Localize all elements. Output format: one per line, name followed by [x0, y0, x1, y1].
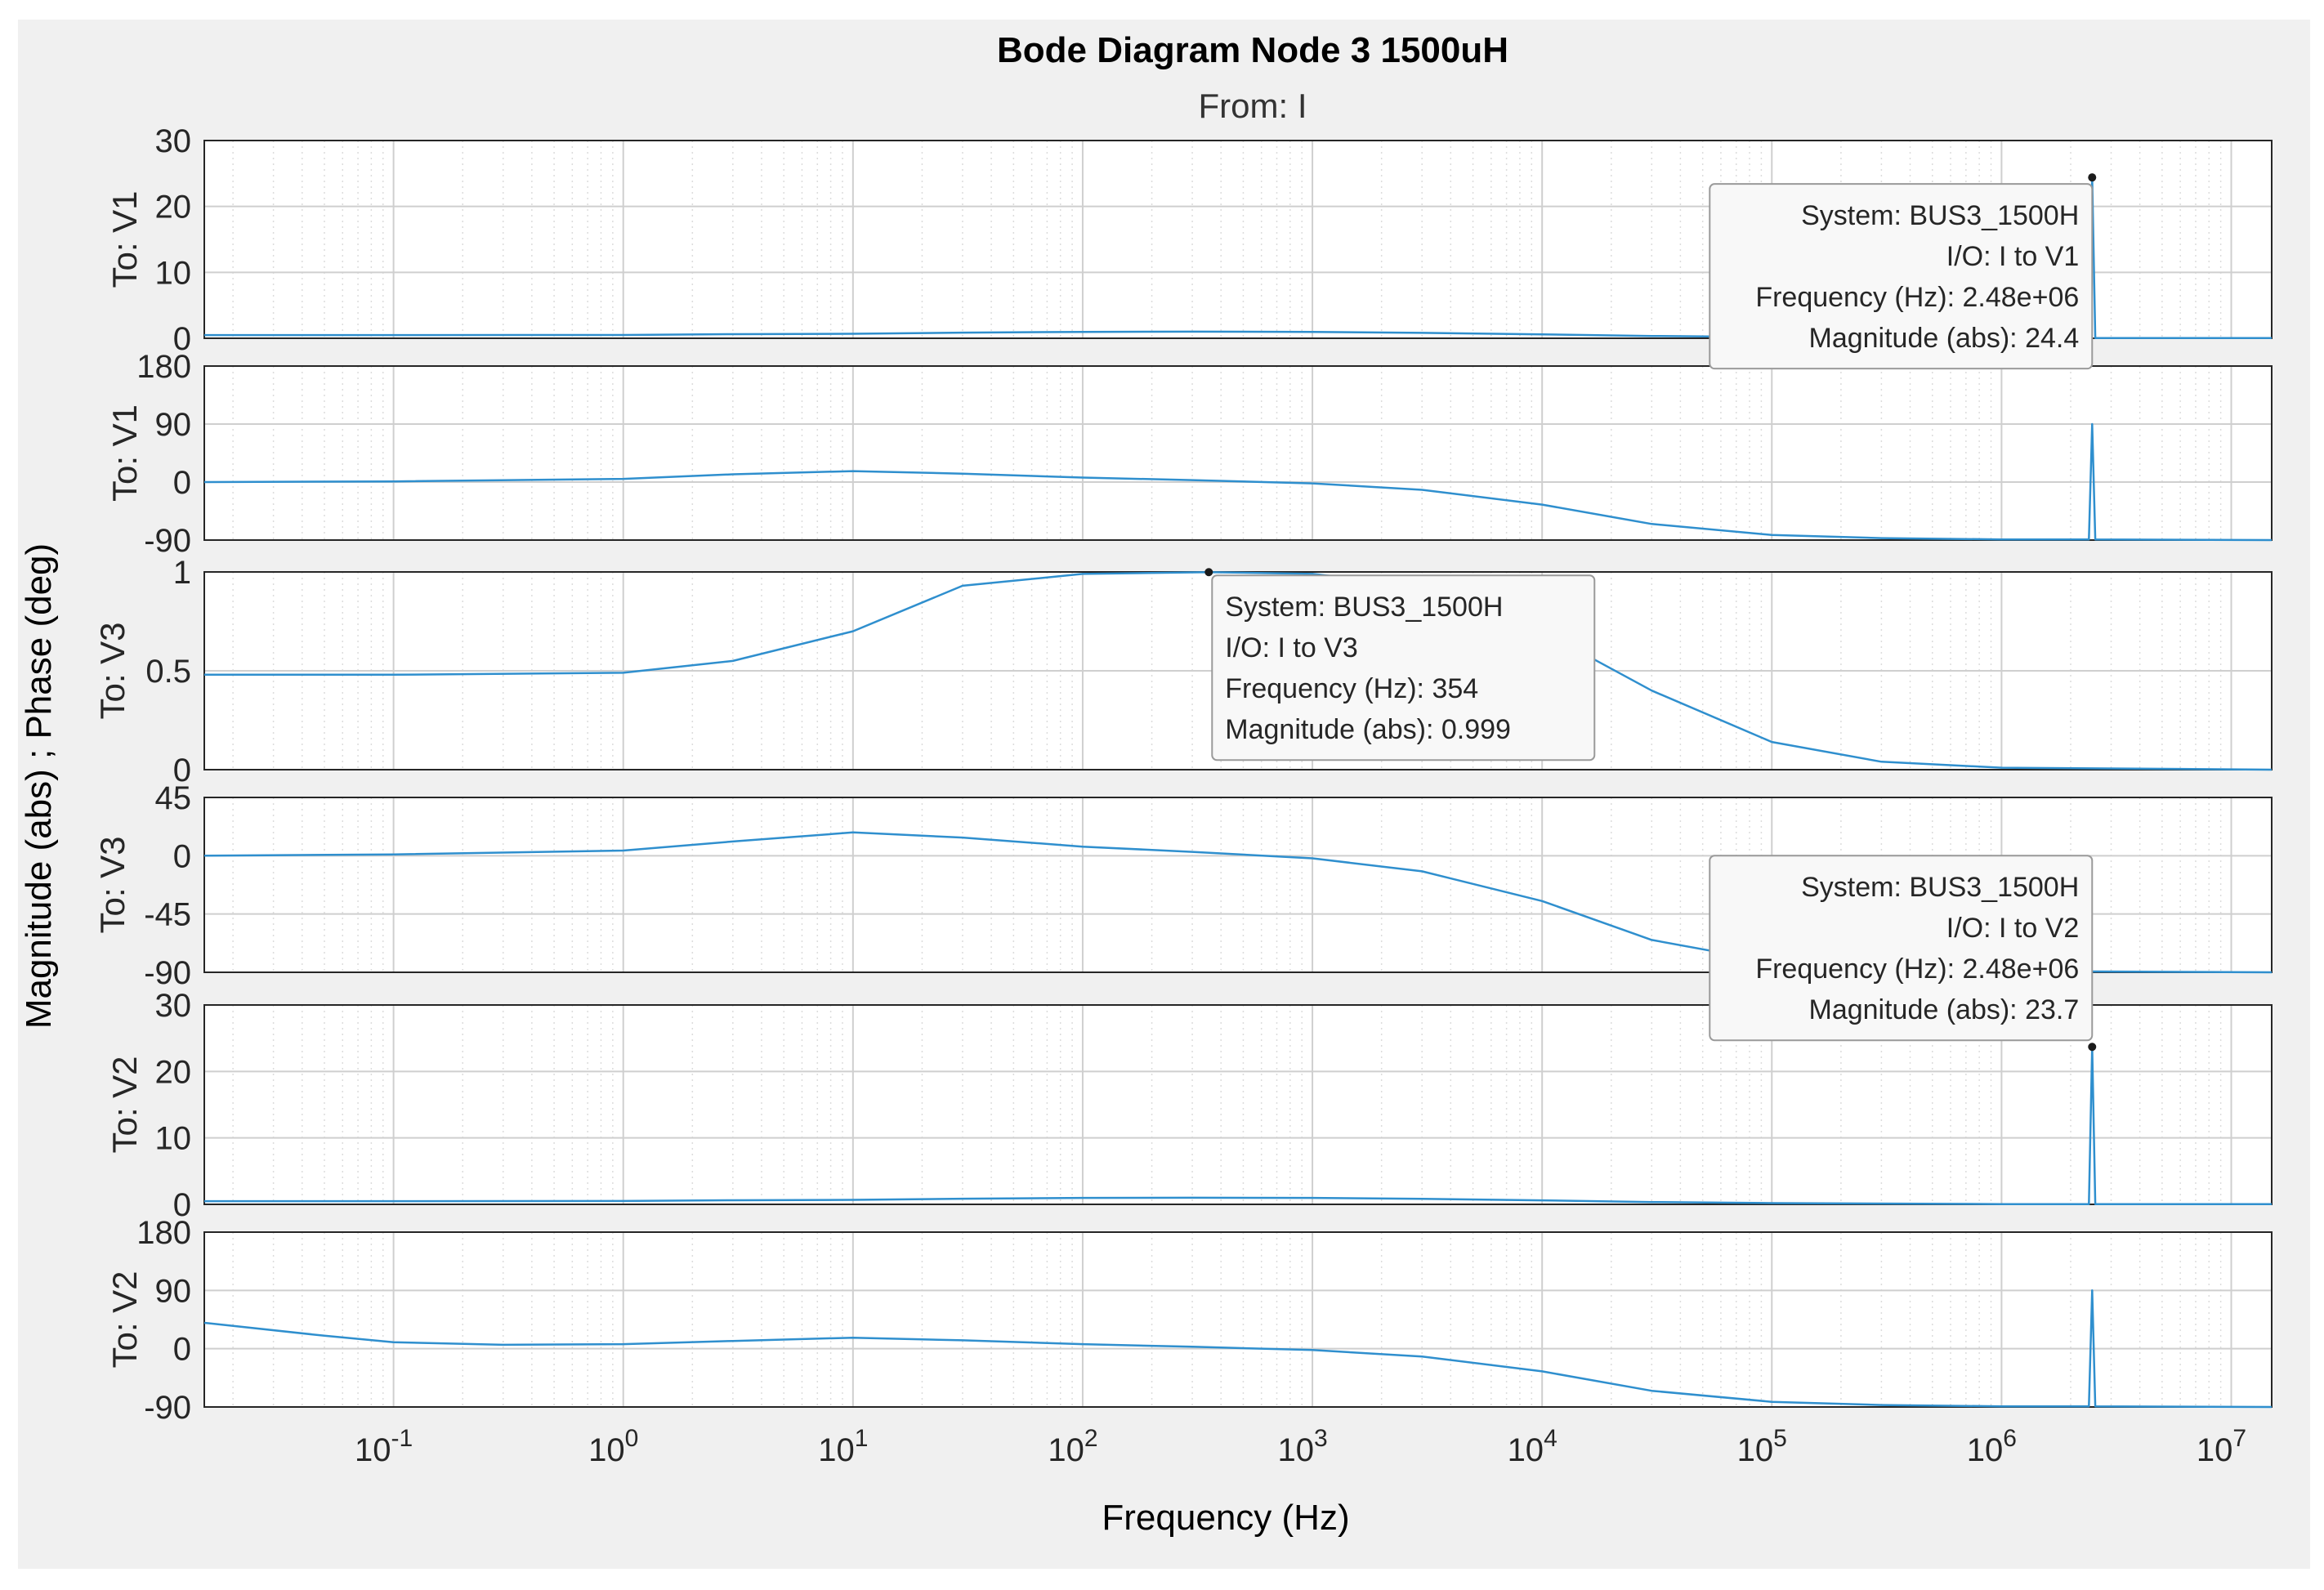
panel-axes-box: [203, 1004, 2273, 1205]
data-tip-line: System: BUS3_1500H: [1225, 592, 1503, 623]
x-tick-label: 102: [1048, 1425, 1097, 1468]
x-tick-label: 106: [1967, 1425, 2017, 1468]
y-tick-label: 0: [173, 838, 191, 874]
y-tick-label: 0: [173, 753, 191, 788]
y-tick-label: 45: [155, 780, 192, 816]
data-tip-line: I/O: I to V2: [1946, 913, 2080, 944]
y-tick-label: 10: [155, 1121, 192, 1157]
x-axis-label: Frequency (Hz): [1102, 1498, 1349, 1538]
panel-y-label: To: V3: [93, 836, 132, 933]
y-tick-label: 10: [155, 255, 192, 291]
x-tick-label: 103: [1277, 1425, 1327, 1468]
panel-y-label: To: V2: [105, 1056, 144, 1153]
panel-y-label: To: V2: [105, 1271, 144, 1368]
data-tip-box: [1211, 574, 1596, 762]
y-tick-label: 1: [173, 555, 191, 591]
panel-5-magnitude: 0 10 20 30 To: V2: [105, 988, 2273, 1223]
series-line: [204, 1045, 2273, 1206]
y-tick-label: 0: [173, 1187, 191, 1223]
y-tick-label: -90: [144, 1390, 191, 1426]
y-tick-label: 30: [155, 988, 192, 1024]
y-tick-label: 0.5: [145, 654, 191, 690]
figure-background: Bode Diagram Node 3 1500uH From: I Magni…: [18, 20, 2310, 1569]
data-tips-layer: System: BUS3_1500H I/O: I to V1 Frequency …: [1204, 173, 2097, 1052]
x-tick-label: 107: [2197, 1425, 2246, 1468]
data-tip-line: Magnitude (abs): 24.4: [1809, 323, 2080, 354]
data-tip-line: System: BUS3_1500H: [1801, 872, 2079, 903]
data-tip-line: I/O: I to V3: [1225, 632, 1358, 663]
data-tip-line: Frequency (Hz): 354: [1225, 673, 1478, 704]
data-tip-line: Frequency (Hz): 2.48e+06: [1755, 282, 2079, 313]
panel-y-label: To: V3: [93, 622, 132, 719]
series-line: [203, 422, 2273, 542]
data-tip-line: Frequency (Hz): 2.48e+06: [1755, 954, 2079, 985]
panel-6-phase: -90 0 90 180 To: V2: [105, 1215, 2273, 1426]
panel-axes-box: [203, 797, 2273, 973]
x-tick-label: 104: [1508, 1425, 1558, 1468]
y-tick-label: -90: [144, 955, 191, 991]
panel-axes-box: [203, 365, 2273, 541]
data-tip-line: Magnitude (abs): 23.7: [1809, 994, 2080, 1025]
data-tip-line: I/O: I to V1: [1946, 241, 2080, 272]
y-tick-label: 0: [173, 321, 191, 357]
data-tip-box: [1709, 855, 2094, 1042]
series-line: [203, 1289, 2273, 1409]
panel-3-magnitude: 0 0.5 1 To: V3: [93, 555, 2273, 788]
y-tick-label: 20: [155, 1054, 192, 1090]
chart-subtitle: From: I: [1199, 87, 1307, 125]
y-tick-label: 90: [155, 407, 192, 443]
data-tip-2: System: BUS3_1500H I/O: I to V3 Frequency …: [1204, 568, 1596, 762]
y-tick-label: 180: [136, 349, 191, 385]
bode-diagram: Bode Diagram Node 3 1500uH From: I Magni…: [19, 30, 2273, 1538]
panel-2-phase: -90 0 90 180 To: V1: [105, 349, 2273, 559]
y-axis-label: Magnitude (abs) ; Phase (deg): [19, 543, 59, 1029]
y-tick-label: -90: [144, 523, 191, 559]
data-tip-1: System: BUS3_1500H I/O: I to V1 Frequency …: [1709, 173, 2097, 370]
panel-y-label: To: V1: [105, 190, 144, 288]
data-tip-line: Magnitude (abs): 0.999: [1225, 714, 1511, 745]
x-axis-ticks: 10-1 100 101 102 103 104 105 106 107: [355, 1425, 2246, 1468]
y-tick-label: -45: [144, 897, 191, 933]
y-tick-label: 30: [155, 123, 192, 159]
panel-background: [204, 366, 2272, 540]
y-tick-label: 0: [173, 465, 191, 501]
y-tick-label: 20: [155, 190, 192, 226]
y-tick-label: 180: [136, 1215, 191, 1251]
x-tick-label: 100: [588, 1425, 638, 1468]
panel-y-label: To: V1: [105, 404, 144, 502]
x-tick-label: 10-1: [355, 1425, 413, 1468]
y-tick-label: 90: [155, 1273, 192, 1309]
y-tick-label: 0: [173, 1332, 191, 1368]
panel-axes-box: [203, 140, 2273, 339]
x-tick-label: 101: [818, 1425, 868, 1468]
series-line: [204, 570, 2273, 771]
data-tip-marker: [2088, 1043, 2097, 1052]
panel-axes-box: [203, 1231, 2273, 1408]
chart-title: Bode Diagram Node 3 1500uH: [997, 30, 1508, 70]
data-tip-box: [1709, 183, 2094, 370]
panel-background: [204, 1232, 2272, 1407]
data-tip-marker: [2088, 173, 2097, 182]
data-tip-marker: [1204, 568, 1213, 577]
data-tip-3: System: BUS3_1500H I/O: I to V2 Frequency …: [1709, 855, 2097, 1052]
x-tick-label: 105: [1737, 1425, 1787, 1468]
data-tip-line: System: BUS3_1500H: [1801, 200, 2079, 231]
